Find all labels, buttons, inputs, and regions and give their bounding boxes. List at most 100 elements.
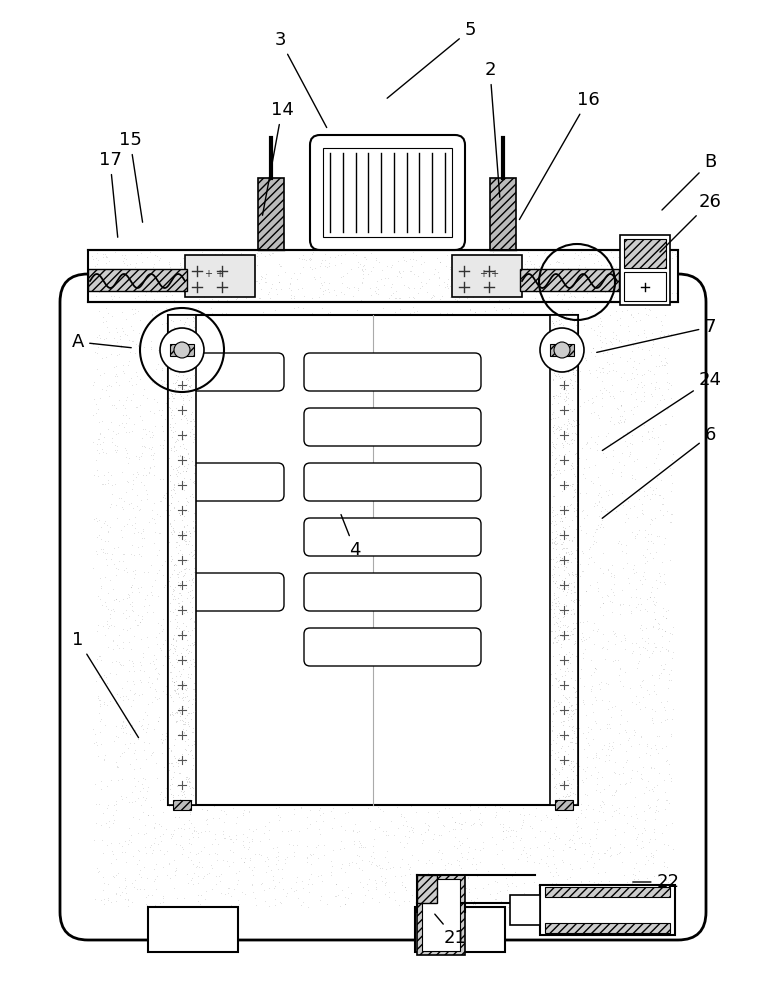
Point (549, 507, 561, 523)
Point (543, 469, 556, 485)
Point (514, 418, 527, 434)
Point (521, 589, 534, 605)
Point (153, 280, 165, 296)
Point (408, 304, 421, 320)
Point (394, 290, 407, 306)
Point (186, 582, 198, 598)
Point (261, 507, 274, 523)
Point (274, 894, 286, 910)
Point (236, 596, 249, 612)
Point (193, 699, 205, 715)
Point (103, 253, 115, 269)
Point (417, 329, 430, 345)
Point (212, 502, 225, 518)
Point (182, 468, 194, 484)
Point (191, 730, 203, 746)
Point (612, 891, 625, 907)
Point (242, 821, 255, 837)
Bar (415, 907, 505, 952)
Point (148, 873, 161, 889)
Point (217, 420, 230, 436)
Point (310, 579, 323, 595)
Point (448, 814, 461, 830)
Point (524, 357, 536, 373)
Point (321, 702, 333, 718)
Point (162, 531, 174, 547)
Point (510, 623, 522, 639)
Point (559, 323, 572, 339)
Point (88, 832, 100, 848)
Point (196, 265, 209, 281)
Point (307, 350, 319, 366)
Point (187, 757, 199, 773)
Point (115, 720, 128, 736)
Point (100, 265, 112, 281)
Point (339, 544, 352, 560)
Point (184, 320, 197, 336)
Point (154, 525, 166, 541)
Point (557, 580, 570, 596)
Point (105, 496, 118, 512)
Point (307, 500, 320, 516)
Point (167, 481, 180, 497)
Point (550, 729, 563, 745)
Point (372, 363, 385, 379)
Point (396, 571, 408, 587)
Point (641, 487, 654, 503)
Point (633, 590, 646, 606)
Point (547, 856, 560, 872)
Point (293, 480, 306, 496)
Point (143, 655, 156, 671)
Point (570, 755, 583, 771)
Point (366, 327, 379, 343)
Point (361, 603, 374, 619)
Point (163, 578, 176, 594)
Point (542, 690, 554, 706)
Point (557, 416, 570, 432)
Point (267, 330, 279, 346)
Point (597, 781, 610, 797)
Point (184, 644, 197, 660)
Point (148, 681, 161, 697)
Point (382, 685, 394, 701)
Point (186, 378, 198, 394)
Point (165, 638, 178, 654)
Point (391, 610, 404, 626)
Point (467, 671, 480, 687)
Point (170, 607, 183, 623)
Point (565, 372, 578, 388)
Point (249, 656, 262, 672)
Point (646, 781, 659, 797)
Point (640, 620, 652, 636)
Point (493, 274, 506, 290)
Point (652, 621, 665, 637)
Point (479, 725, 492, 741)
Point (187, 489, 199, 505)
Point (318, 426, 331, 442)
Point (554, 421, 567, 437)
Point (300, 400, 313, 416)
Point (180, 426, 192, 442)
Point (225, 423, 238, 439)
Point (129, 301, 141, 317)
Point (552, 807, 564, 823)
Point (136, 776, 148, 792)
Point (460, 456, 473, 472)
Point (565, 545, 578, 561)
Point (402, 456, 415, 472)
Point (169, 323, 182, 339)
Point (90, 796, 103, 812)
Point (576, 543, 589, 559)
Point (497, 376, 510, 392)
Point (177, 381, 190, 397)
Point (510, 523, 522, 539)
Point (157, 423, 169, 439)
Point (185, 322, 198, 338)
Point (252, 710, 264, 726)
Point (164, 340, 176, 356)
Text: 5: 5 (387, 21, 476, 98)
Point (531, 310, 543, 326)
Point (357, 439, 369, 455)
Point (348, 747, 361, 763)
Point (192, 763, 205, 779)
